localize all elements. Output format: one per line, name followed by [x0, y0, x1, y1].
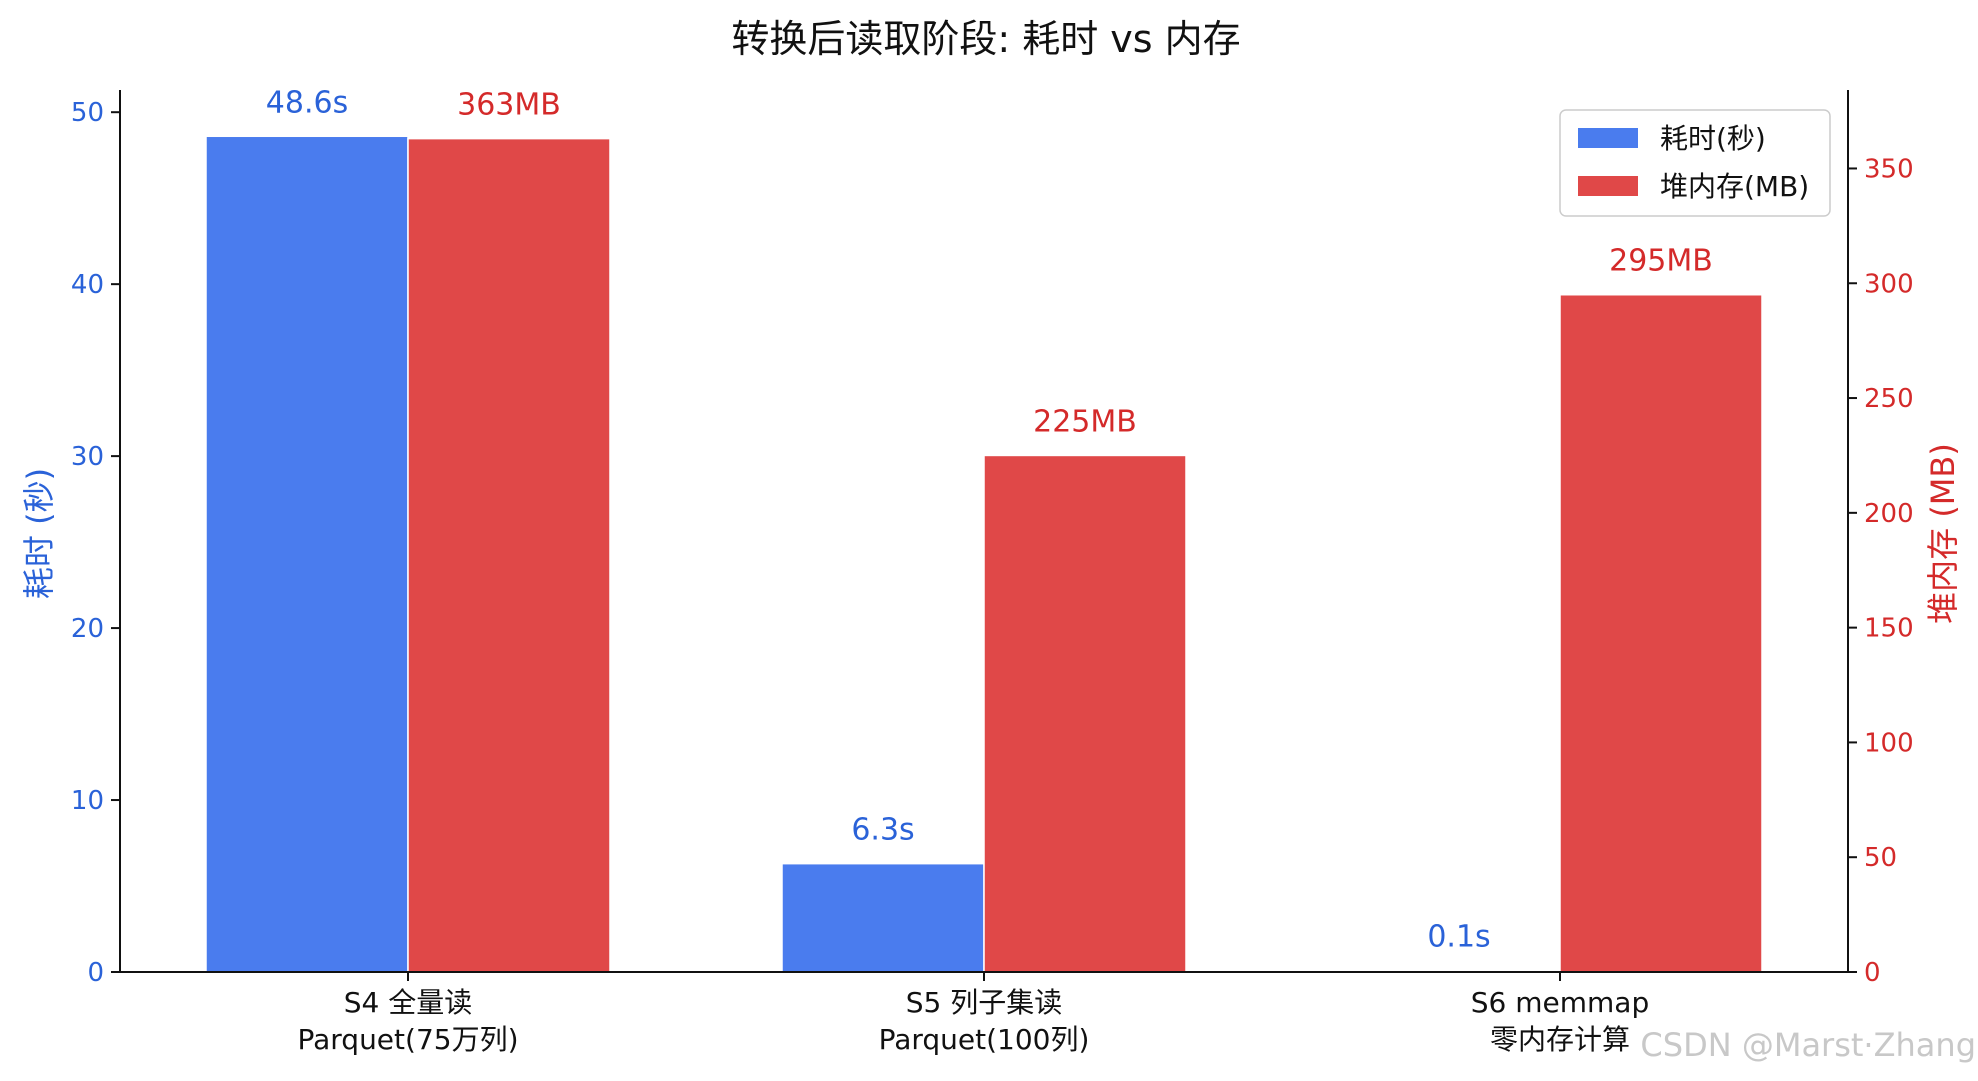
right-tick-label: 250 — [1864, 384, 1914, 414]
legend-swatch-time — [1578, 128, 1638, 148]
x-tick-label-2-line-0: S6 memmap — [1471, 986, 1649, 1019]
bar-memory-0 — [407, 137, 611, 973]
x-tick-label-0-line-0: S4 全量读 — [344, 986, 473, 1019]
bar-memory-1 — [983, 454, 1187, 973]
data-label-memory-0: 363MB — [457, 88, 561, 123]
x-tick-label-2-line-1: 零内存计算 — [1490, 1023, 1630, 1056]
right-axis-label: 堆内存 (MB) — [1924, 443, 1962, 624]
data-label-memory-2: 295MB — [1609, 244, 1713, 279]
data-labels-layer: 48.6s 6.3s 0.1s 363MB 225MB 295MB — [266, 85, 1713, 954]
bar-time-0 — [205, 135, 409, 973]
legend-label-time: 耗时(秒) — [1660, 122, 1766, 155]
bar-time-1 — [781, 862, 985, 973]
legend-swatch-memory — [1578, 176, 1638, 196]
x-tick-label-1-line-1: Parquet(100列) — [879, 1023, 1090, 1056]
x-tick-label-1-line-0: S5 列子集读 — [906, 986, 1063, 1019]
legend: 耗时(秒) 堆内存(MB) — [1559, 109, 1831, 217]
left-tick-label: 0 — [87, 958, 104, 988]
axes-layer: 0 10 20 30 40 50 0 50 100 150 200 250 300 350 S4 全量读 Pa… — [20, 90, 1962, 1056]
watermark-text: CSDN @Marst·Zhang — [1640, 1026, 1976, 1064]
left-tick-label: 20 — [71, 614, 104, 644]
right-tick-label: 200 — [1864, 499, 1914, 529]
right-tick-label: 150 — [1864, 614, 1914, 644]
right-tick-label: 50 — [1864, 843, 1897, 873]
bars-layer — [205, 135, 1763, 973]
data-label-time-0: 48.6s — [266, 85, 348, 120]
right-tick-label: 350 — [1864, 154, 1914, 184]
legend-label-memory: 堆内存(MB) — [1660, 170, 1809, 203]
chart-title: 转换后读取阶段: 耗时 vs 内存 — [731, 17, 1240, 61]
left-tick-label: 10 — [71, 786, 104, 816]
right-tick-label: 0 — [1864, 958, 1881, 988]
left-tick-label: 50 — [71, 98, 104, 128]
bar-memory-2 — [1559, 293, 1763, 973]
left-tick-label: 30 — [71, 442, 104, 472]
left-tick-label: 40 — [71, 270, 104, 300]
right-tick-label: 100 — [1864, 728, 1914, 758]
right-tick-label: 300 — [1864, 269, 1914, 299]
x-tick-label-0-line-1: Parquet(75万列) — [297, 1023, 518, 1056]
data-label-time-2: 0.1s — [1427, 919, 1490, 954]
left-axis-label: 耗时 (秒) — [20, 468, 58, 599]
data-label-time-1: 6.3s — [851, 813, 914, 848]
data-label-memory-1: 225MB — [1033, 404, 1137, 439]
